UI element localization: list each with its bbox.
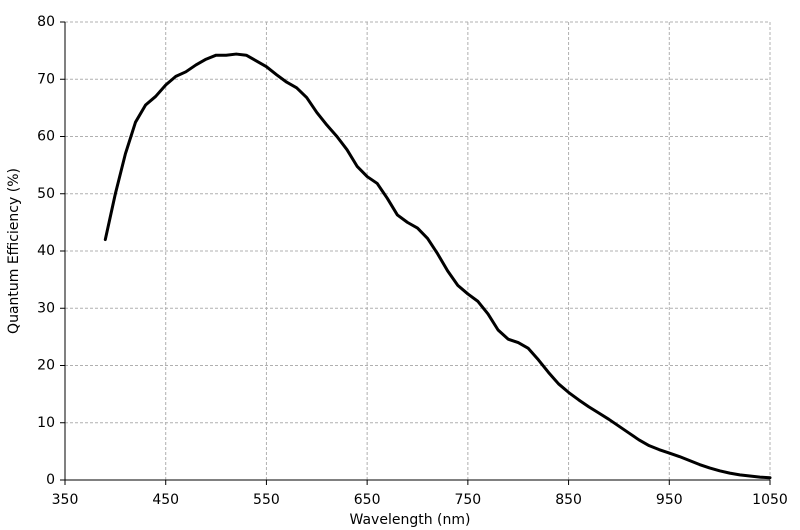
x-tick-label: 1050 [752,492,788,508]
y-tick-label: 20 [37,358,55,374]
y-tick-label: 10 [37,415,55,431]
y-tick-label: 0 [46,472,55,488]
y-tick-label: 40 [37,243,55,259]
x-tick-label: 650 [354,492,381,508]
x-tick-label: 750 [454,492,481,508]
y-tick-label: 30 [37,300,55,316]
y-tick-label: 70 [37,71,55,87]
data-line [103,52,772,480]
x-tick-label: 950 [656,492,683,508]
x-tick-label: 850 [555,492,582,508]
x-tick-label: 550 [253,492,280,508]
y-axis-label: Quantum Efficiency (%) [6,168,22,334]
y-tick-label: 50 [37,186,55,202]
y-tick-label: 80 [37,14,55,30]
x-tick-label: 450 [152,492,179,508]
x-axis-label: Wavelength (nm) [350,512,471,528]
y-tick-label: 60 [37,129,55,145]
x-tick-label: 350 [52,492,79,508]
